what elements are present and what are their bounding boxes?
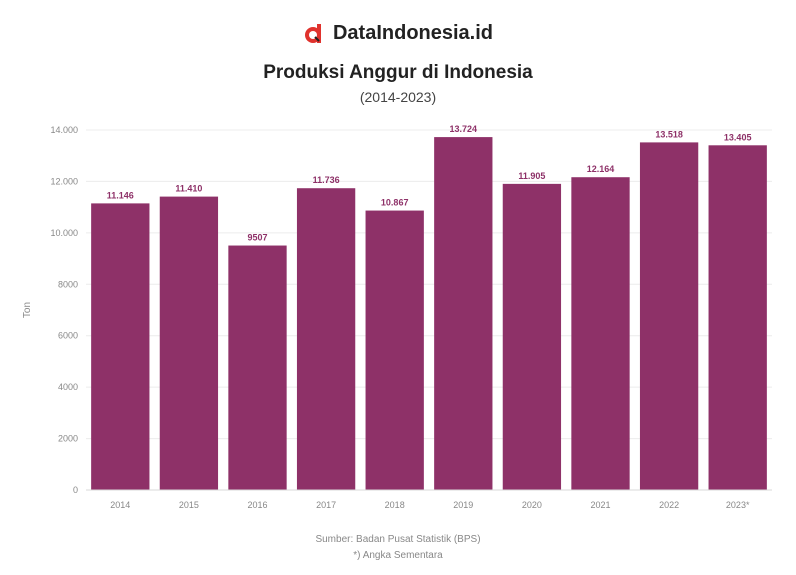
source-note: Sumber: Badan Pusat Statistik (BPS) (315, 534, 481, 545)
bar-value-label: 11.905 (518, 171, 545, 181)
x-tick-label: 2023* (726, 500, 750, 510)
y-tick-label: 10.000 (50, 228, 78, 238)
x-tick-label: 2022 (659, 500, 679, 510)
bar (159, 196, 219, 490)
bar (365, 210, 424, 490)
x-tick-label: 2014 (110, 500, 130, 510)
y-tick-label: 14.000 (50, 125, 78, 135)
x-tick-label: 2015 (179, 500, 199, 510)
bar (91, 203, 150, 491)
bar (639, 142, 699, 490)
bar-value-label: 11.410 (175, 184, 202, 194)
brand-header: DataIndonesia.id (0, 22, 796, 50)
provisional-note: *) Angka Sementara (353, 550, 443, 561)
y-tick-label: 4000 (58, 382, 78, 392)
bar-value-label: 10.867 (381, 198, 409, 208)
bar-value-label: 11.736 (313, 175, 340, 185)
bar (571, 177, 630, 490)
chart-subtitle: (2014-2023) (359, 89, 437, 105)
y-tick-label: 8000 (58, 279, 78, 289)
data-indonesia-logo-icon (304, 23, 321, 43)
bar (434, 137, 493, 490)
y-tick-label: 0 (73, 485, 78, 495)
bar-value-label: 9507 (247, 233, 267, 243)
bar-value-label: 13.724 (450, 124, 478, 134)
bar-chart: 0 2000 4000 6000 8000 10.000 12.000 14.000 Ton 11… (22, 124, 772, 510)
y-tick-label: 2000 (58, 434, 78, 444)
y-tick-label: 6000 (58, 331, 78, 341)
x-tick-label: 2017 (316, 500, 336, 510)
x-tick-label: 2018 (385, 500, 405, 510)
chart-title: Produksi Anggur di Indonesia (263, 62, 533, 83)
y-axis-label: Ton (22, 302, 33, 318)
bar (228, 245, 287, 490)
brand-name: DataIndonesia.id (332, 22, 494, 44)
x-tick-label: 2016 (247, 500, 267, 510)
y-tick-label: 12.000 (50, 176, 78, 186)
x-tick-label: 2020 (522, 500, 542, 510)
bar-value-label: 13.405 (724, 132, 752, 142)
bar-value-label: 13.518 (655, 129, 683, 139)
x-tick-label: 2021 (590, 500, 610, 510)
bar (708, 145, 767, 491)
bar-value-label: 12.164 (587, 164, 615, 174)
bar (296, 188, 356, 490)
x-tick-label: 2019 (453, 500, 473, 510)
chart-footer: Sumber: Badan Pusat Statistik (BPS) *) A… (0, 532, 796, 564)
bar (502, 183, 562, 490)
bar-value-label: 11.146 (107, 190, 134, 200)
